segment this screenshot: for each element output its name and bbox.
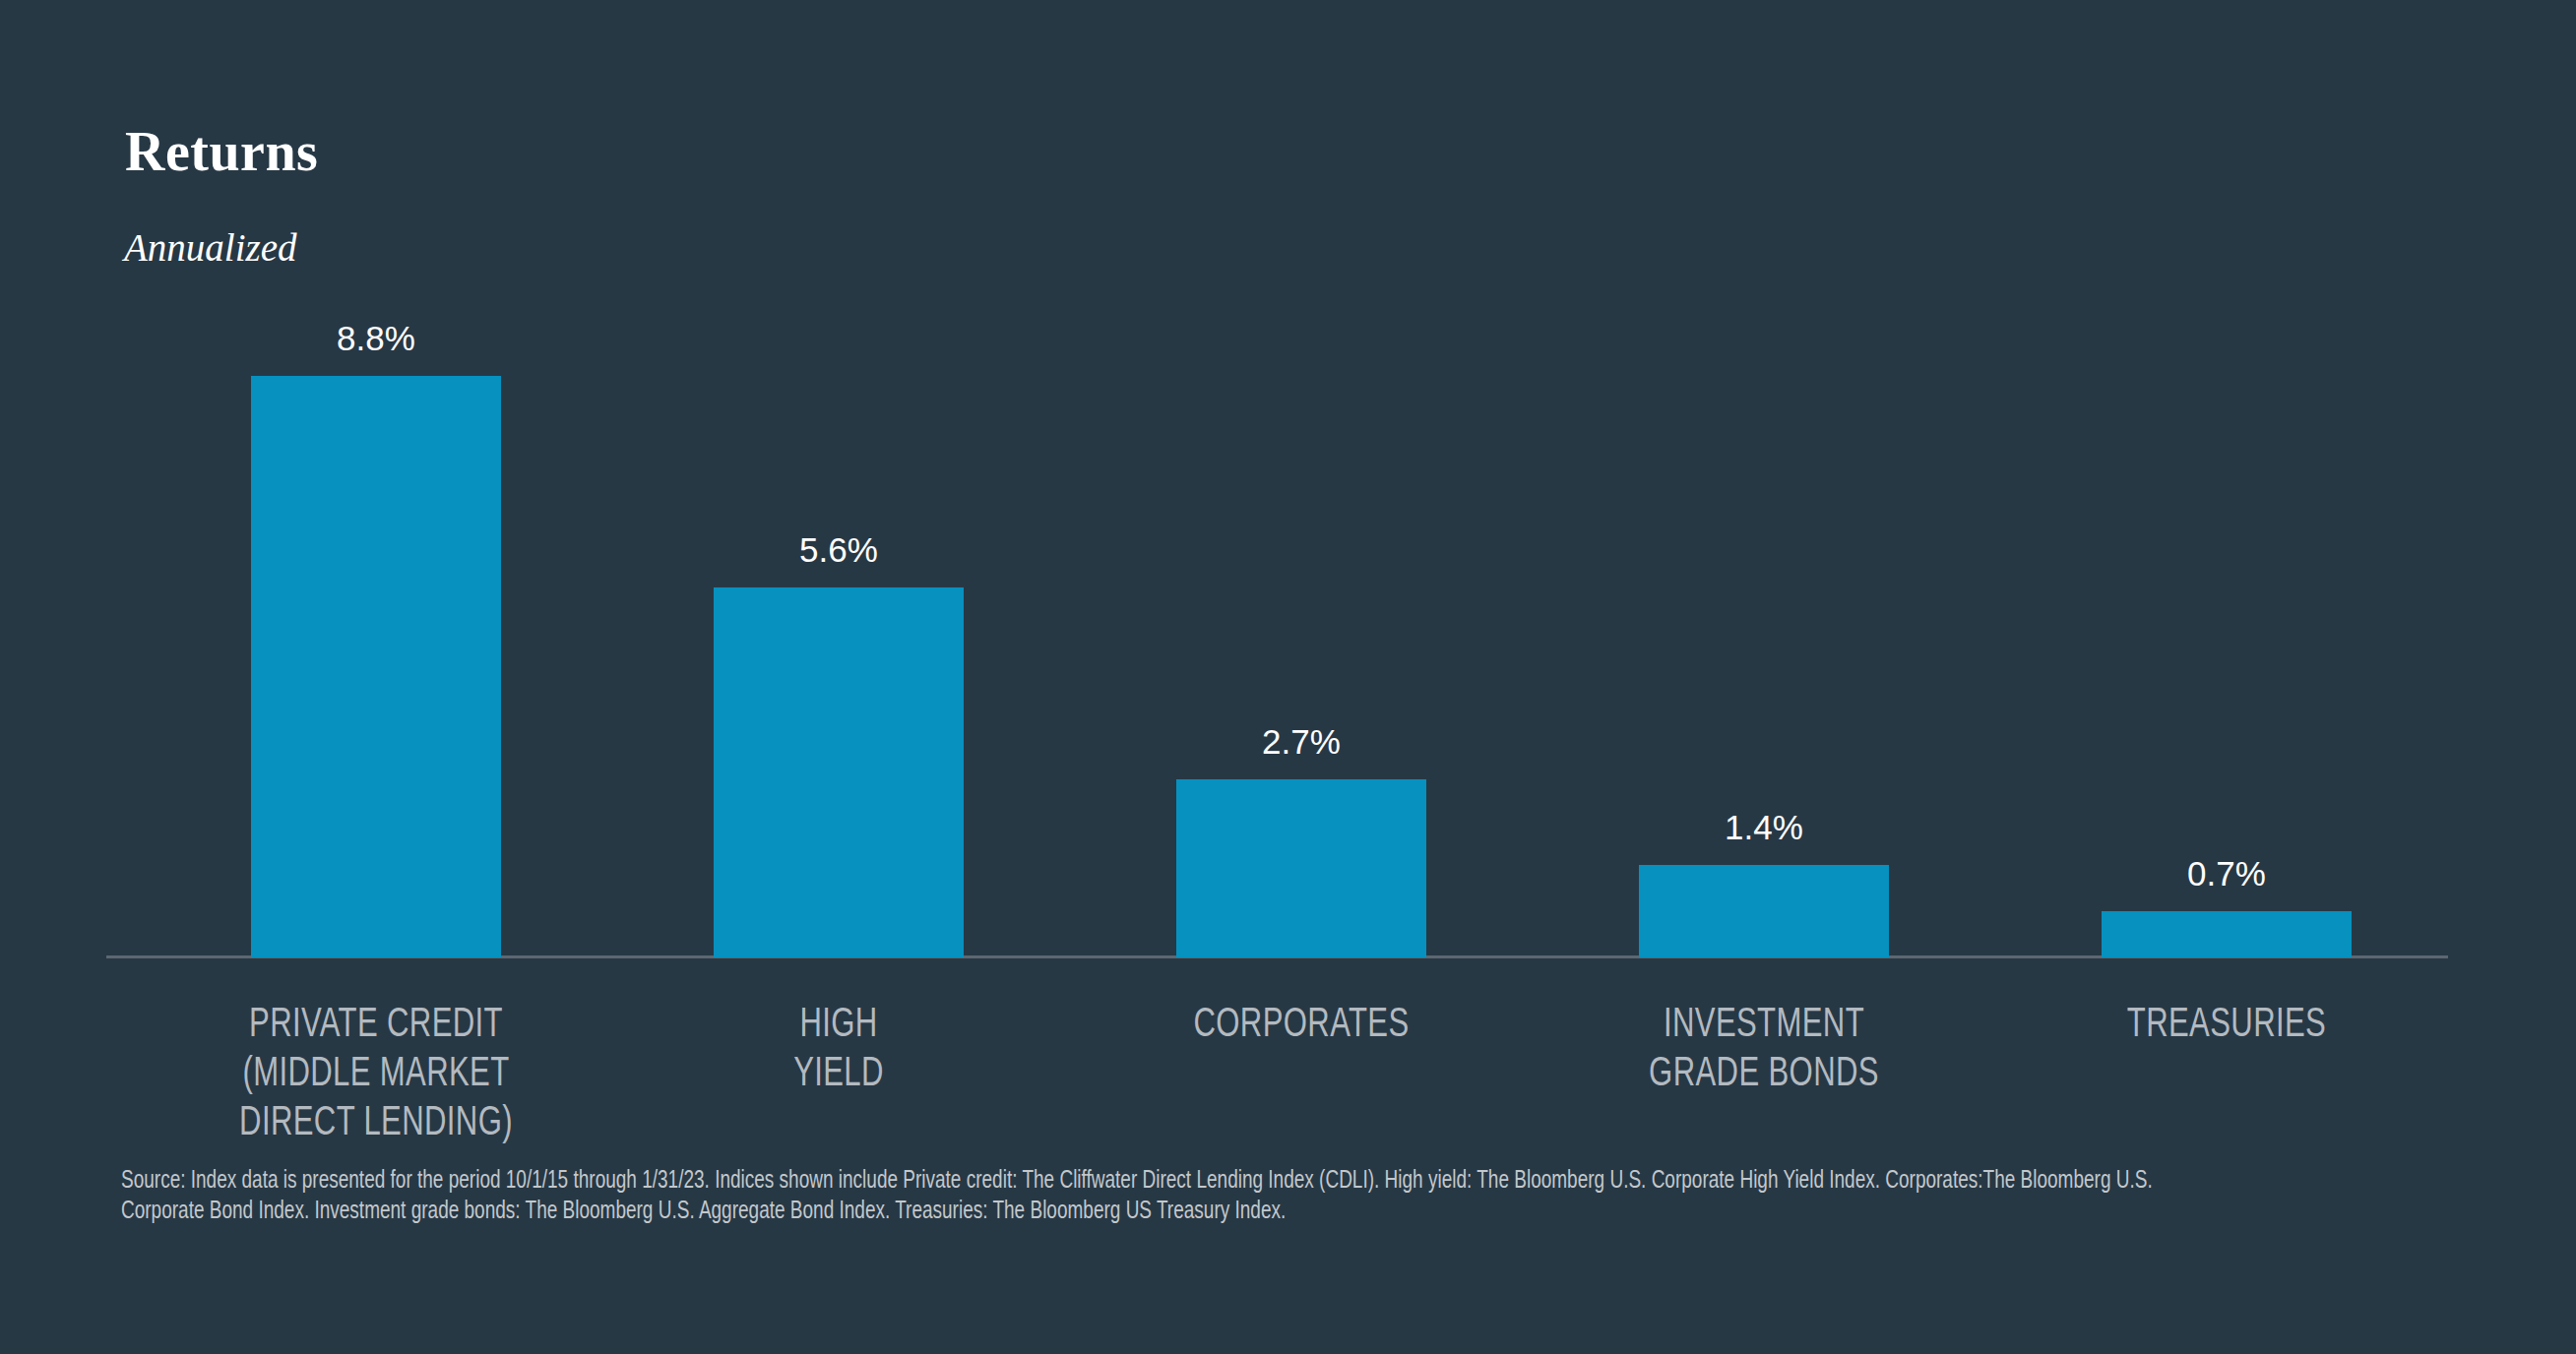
bar-value-label: 8.8% xyxy=(228,320,524,357)
bar xyxy=(251,376,501,957)
category-label: INVESTMENTGRADE BONDS xyxy=(1533,998,1995,1096)
bar xyxy=(714,587,964,957)
category-label: CORPORATES xyxy=(1070,998,1533,1047)
bar-value-label: 1.4% xyxy=(1616,809,1912,846)
category-label: TREASURIES xyxy=(1995,998,2458,1047)
category-label-text: PRIVATE CREDIT(MIDDLE MARKETDIRECT LENDI… xyxy=(205,998,547,1145)
category-label-text: TREASURIES xyxy=(2055,998,2398,1047)
source-note: Source: Index data is presented for the … xyxy=(121,1164,2576,1225)
bar xyxy=(1176,779,1426,957)
bar xyxy=(2102,911,2352,957)
category-label-text: HIGHYIELD xyxy=(667,998,1010,1096)
bar-chart: 8.8% PRIVATE CREDIT(MIDDLE MARKETDIRECT L… xyxy=(0,0,2576,1354)
chart-panel: Returns Annualized 8.8%PRIVATE CREDIT(MI… xyxy=(0,0,2576,1354)
bar xyxy=(1639,865,1889,957)
source-note-line: Corporate Bond Index. Investment grade b… xyxy=(121,1195,2153,1225)
category-label-text: INVESTMENTGRADE BONDS xyxy=(1593,998,1935,1096)
bar-value-label: 2.7% xyxy=(1154,723,1449,761)
category-label-text: CORPORATES xyxy=(1130,998,1473,1047)
bar-value-label: 0.7% xyxy=(2079,855,2374,892)
category-label: HIGHYIELD xyxy=(607,998,1070,1096)
category-label: PRIVATE CREDIT(MIDDLE MARKETDIRECT LENDI… xyxy=(145,998,607,1145)
source-note-line: Source: Index data is presented for the … xyxy=(121,1164,2153,1195)
bar-value-label: 5.6% xyxy=(691,531,986,569)
